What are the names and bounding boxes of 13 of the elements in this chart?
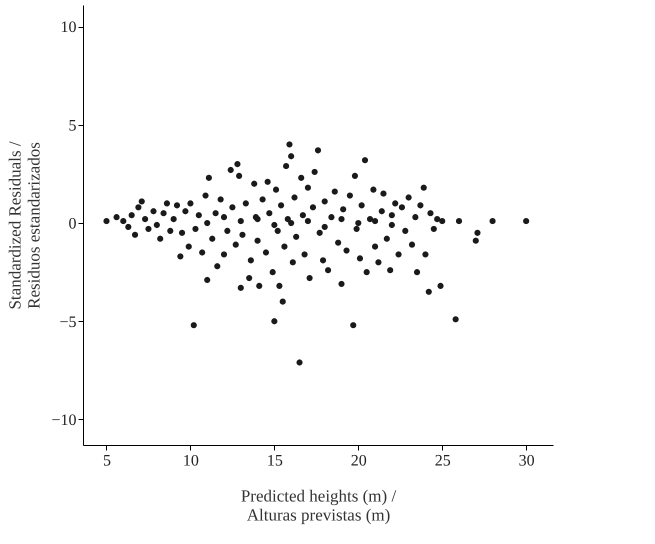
x-tick-label: 10 [182, 452, 199, 470]
y-tick-label: −10 [51, 412, 76, 429]
x-tick-label: 5 [103, 452, 111, 470]
x-tick-label: 20 [350, 452, 367, 470]
x-axis-title: Predicted heights (m) / Alturas previstas (m) [240, 486, 396, 524]
y-tick-label: −5 [59, 314, 76, 331]
x-tick-label: 25 [434, 452, 451, 470]
x-tick-label: 30 [518, 452, 535, 470]
x-tick-label: 15 [266, 452, 283, 470]
y-tick-label: 0 [68, 216, 76, 233]
y-axis-title: Standardized Residuals / Residuos estandarizados [5, 141, 44, 310]
y-tick-label: 5 [68, 117, 76, 134]
y-tick-label: 10 [60, 19, 76, 36]
